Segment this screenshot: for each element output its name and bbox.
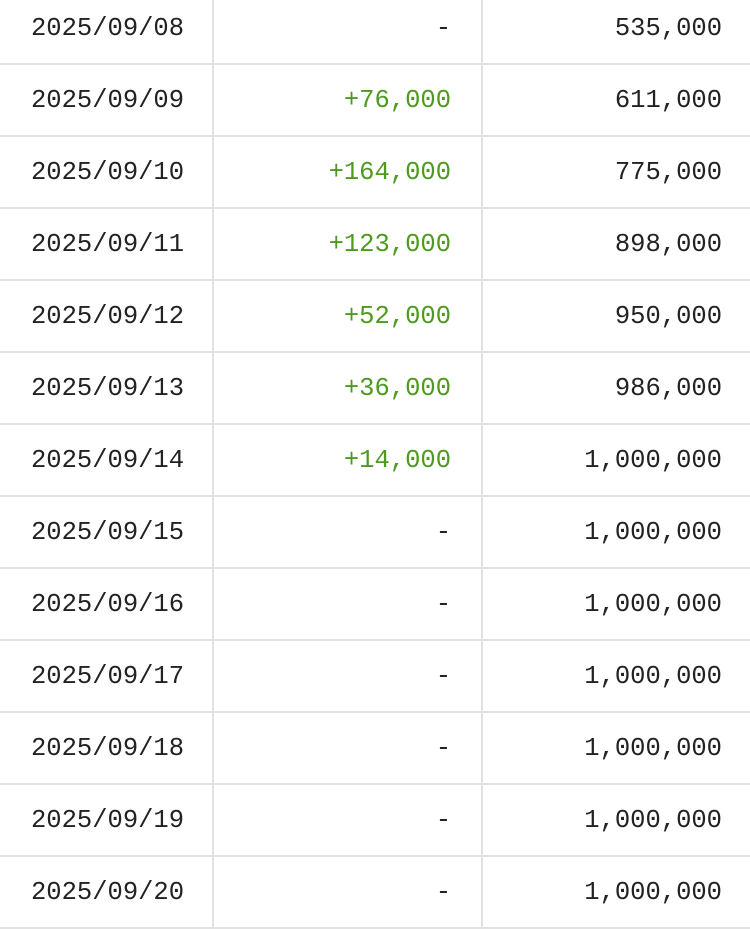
total-cell: 611,000: [614, 85, 722, 115]
change-cell: +76,000: [214, 65, 483, 135]
total-cell: 1,000,000: [584, 661, 722, 691]
total-cell: 1,000,000: [584, 805, 722, 835]
date-cell: 2025/09/12: [0, 281, 214, 351]
table-row: 2025/09/19- 1,000,000: [0, 785, 750, 857]
total-cell: 1,000,000: [584, 733, 722, 763]
change-cell: -: [214, 785, 483, 855]
total-cell: 950,000: [614, 301, 722, 331]
change-cell: +36,000: [214, 353, 483, 423]
table-row: 2025/09/16- 1,000,000: [0, 569, 750, 641]
change-cell: -: [214, 0, 483, 63]
total-cell: 986,000: [614, 373, 722, 403]
table-row: 2025/09/20- 1,000,000: [0, 857, 750, 929]
table-row: 2025/09/13 +36,000 986,000: [0, 353, 750, 425]
change-cell: +14,000: [214, 425, 483, 495]
change-cell: +52,000: [214, 281, 483, 351]
change-cell: +123,000: [214, 209, 483, 279]
total-cell: 535,000: [614, 13, 722, 43]
date-cell: 2025/09/11: [0, 209, 214, 279]
table-row: 2025/09/11 +123,000 898,000: [0, 209, 750, 281]
change-cell: -: [214, 641, 483, 711]
change-cell: -: [214, 497, 483, 567]
date-cell: 2025/09/20: [0, 857, 214, 927]
total-cell: 1,000,000: [584, 877, 722, 907]
table-row: 2025/09/10 +164,000 775,000: [0, 137, 750, 209]
date-cell: 2025/09/08: [0, 0, 214, 63]
date-cell: 2025/09/15: [0, 497, 214, 567]
total-cell: 1,000,000: [584, 589, 722, 619]
date-cell: 2025/09/19: [0, 785, 214, 855]
date-cell: 2025/09/17: [0, 641, 214, 711]
date-cell: 2025/09/13: [0, 353, 214, 423]
total-cell: 898,000: [614, 229, 722, 259]
table-row: 2025/09/17- 1,000,000: [0, 641, 750, 713]
table-row: 2025/09/08- 535,000: [0, 0, 750, 65]
total-cell: 1,000,000: [584, 445, 722, 475]
date-cell: 2025/09/09: [0, 65, 214, 135]
change-cell: -: [214, 713, 483, 783]
change-cell: -: [214, 569, 483, 639]
table-row: 2025/09/15- 1,000,000: [0, 497, 750, 569]
total-cell: 1,000,000: [584, 517, 722, 547]
total-cell: 775,000: [614, 157, 722, 187]
change-cell: -: [214, 857, 483, 927]
table-row: 2025/09/14 +14,000 1,000,000: [0, 425, 750, 497]
date-cell: 2025/09/16: [0, 569, 214, 639]
table-row: 2025/09/12 +52,000 950,000: [0, 281, 750, 353]
date-cell: 2025/09/10: [0, 137, 214, 207]
change-cell: +164,000: [214, 137, 483, 207]
table-row: 2025/09/18- 1,000,000: [0, 713, 750, 785]
table-row: 2025/09/09 +76,000 611,000: [0, 65, 750, 137]
date-cell: 2025/09/18: [0, 713, 214, 783]
date-cell: 2025/09/14: [0, 425, 214, 495]
